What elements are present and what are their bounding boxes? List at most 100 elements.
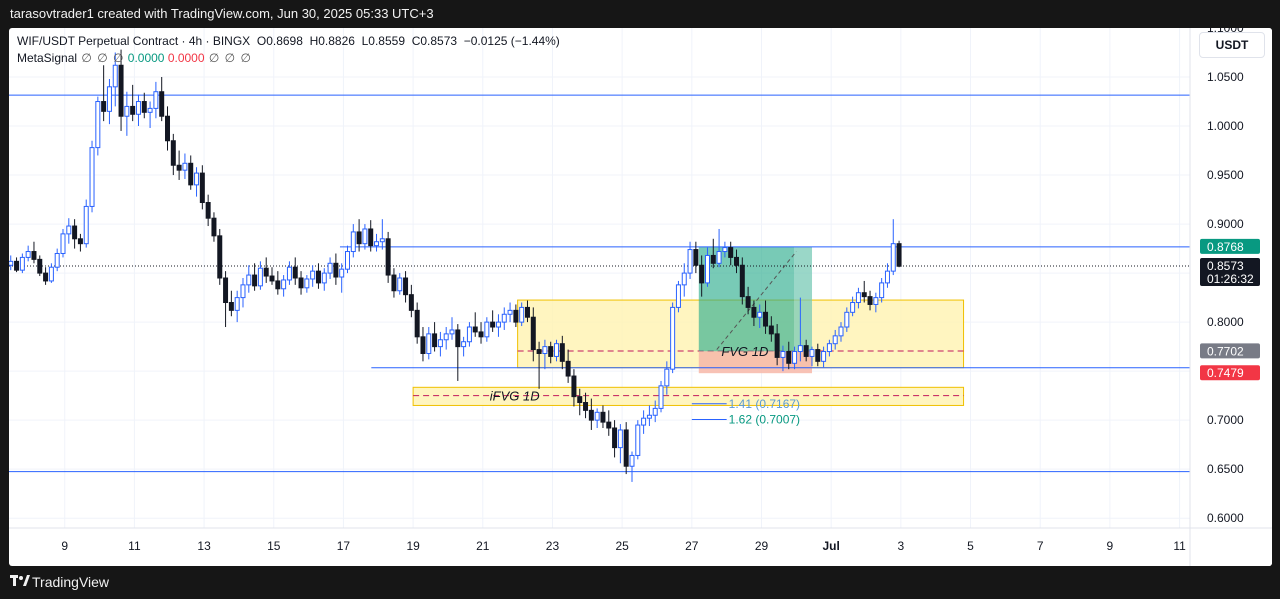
candle-up[interactable]: [19, 256, 25, 271]
candle-up[interactable]: [443, 333, 449, 341]
long-position-target-zone[interactable]: [698, 246, 813, 352]
candle-up[interactable]: [507, 309, 513, 315]
candle-up[interactable]: [240, 284, 246, 299]
candle-down[interactable]: [211, 217, 217, 237]
candle-up[interactable]: [501, 313, 507, 323]
candle-down[interactable]: [14, 260, 20, 271]
candle-up[interactable]: [350, 231, 356, 253]
candle-up[interactable]: [675, 284, 681, 308]
candle-up[interactable]: [344, 251, 350, 270]
candle-up[interactable]: [95, 101, 101, 149]
candle-up[interactable]: [641, 417, 647, 426]
candle-up[interactable]: [617, 429, 623, 449]
candle-down[interactable]: [403, 277, 409, 296]
candle-up[interactable]: [792, 351, 798, 364]
candle-up[interactable]: [106, 86, 112, 112]
candle-down[interactable]: [693, 249, 699, 266]
candle-down[interactable]: [530, 316, 536, 351]
candle-down[interactable]: [176, 164, 182, 171]
candle-down[interactable]: [490, 321, 496, 328]
candle-up[interactable]: [826, 343, 832, 353]
tradingview-logo-icon[interactable]: [10, 574, 30, 588]
candle-down[interactable]: [165, 115, 171, 142]
candle-down[interactable]: [548, 346, 554, 357]
candle-up[interactable]: [797, 345, 803, 353]
candle-down[interactable]: [170, 140, 176, 166]
candle-down[interactable]: [391, 274, 397, 292]
candle-down[interactable]: [298, 277, 304, 289]
candle-up[interactable]: [194, 172, 200, 186]
price-tag[interactable]: [1200, 343, 1260, 359]
candle-up[interactable]: [437, 339, 443, 348]
candle-up[interactable]: [542, 346, 548, 354]
candle-down[interactable]: [774, 333, 780, 358]
candle-up[interactable]: [327, 262, 333, 274]
candle-down[interactable]: [455, 329, 461, 348]
candle-up[interactable]: [635, 424, 641, 456]
candle-down[interactable]: [768, 325, 774, 335]
candle-down[interactable]: [101, 101, 107, 112]
candle-up[interactable]: [112, 64, 118, 88]
candle-up[interactable]: [832, 335, 838, 345]
candle-down[interactable]: [252, 274, 258, 287]
candle-down[interactable]: [710, 254, 716, 264]
candle-down[interactable]: [223, 277, 229, 304]
candle-up[interactable]: [838, 326, 844, 337]
candle-down[interactable]: [612, 427, 618, 449]
candle-down[interactable]: [588, 409, 594, 421]
candle-down[interactable]: [513, 309, 519, 323]
candle-up[interactable]: [321, 272, 327, 284]
candle-up[interactable]: [670, 306, 676, 370]
candle-up[interactable]: [687, 249, 693, 274]
candle-down[interactable]: [356, 231, 362, 245]
symbol-legend[interactable]: WIF/USDT Perpetual Contract · 4h · BINGX…: [17, 34, 560, 48]
price-axis[interactable]: [1190, 28, 1272, 566]
candle-up[interactable]: [879, 282, 885, 299]
candle-up[interactable]: [821, 351, 827, 362]
candle-down[interactable]: [565, 360, 571, 377]
candle-up[interactable]: [484, 321, 490, 338]
candle-down[interactable]: [205, 202, 211, 219]
candle-up[interactable]: [25, 251, 31, 258]
candle-up[interactable]: [629, 454, 635, 467]
candle-up[interactable]: [286, 266, 292, 281]
candle-down[interactable]: [228, 302, 234, 311]
candle-down[interactable]: [414, 309, 420, 338]
candle-up[interactable]: [780, 351, 786, 358]
candle-down[interactable]: [861, 292, 867, 298]
candle-up[interactable]: [234, 297, 240, 311]
candle-up[interactable]: [246, 274, 252, 286]
candle-down[interactable]: [728, 247, 734, 258]
candle-down[interactable]: [269, 275, 275, 282]
candle-up[interactable]: [153, 91, 159, 109]
candle-down[interactable]: [751, 306, 757, 318]
candle-down[interactable]: [420, 336, 426, 354]
candle-up[interactable]: [339, 268, 345, 278]
candle-up[interactable]: [83, 205, 89, 245]
candle-down[interactable]: [600, 411, 606, 423]
candle-up[interactable]: [658, 385, 664, 409]
candle-up[interactable]: [704, 254, 710, 284]
candle-up[interactable]: [48, 266, 54, 282]
candle-up[interactable]: [466, 326, 472, 343]
candle-up[interactable]: [449, 329, 455, 335]
candle-up[interactable]: [844, 311, 850, 328]
candle-up[interactable]: [426, 333, 432, 354]
candle-up[interactable]: [66, 225, 72, 235]
candle-down[interactable]: [524, 306, 530, 318]
candle-down[interactable]: [896, 243, 902, 267]
candle-up[interactable]: [89, 147, 95, 207]
candle-down[interactable]: [606, 421, 612, 429]
candle-up[interactable]: [374, 241, 380, 247]
candle-up[interactable]: [722, 247, 728, 253]
price-tag[interactable]: [1200, 257, 1260, 286]
candle-down[interactable]: [263, 267, 269, 277]
candle-up[interactable]: [281, 279, 287, 290]
candle-up[interactable]: [362, 228, 368, 245]
price-tag[interactable]: [1200, 365, 1260, 381]
candle-up[interactable]: [124, 105, 130, 117]
candle-down[interactable]: [559, 343, 565, 362]
candle-down[interactable]: [130, 105, 136, 115]
candle-up[interactable]: [54, 252, 60, 268]
candle-down[interactable]: [763, 311, 769, 327]
